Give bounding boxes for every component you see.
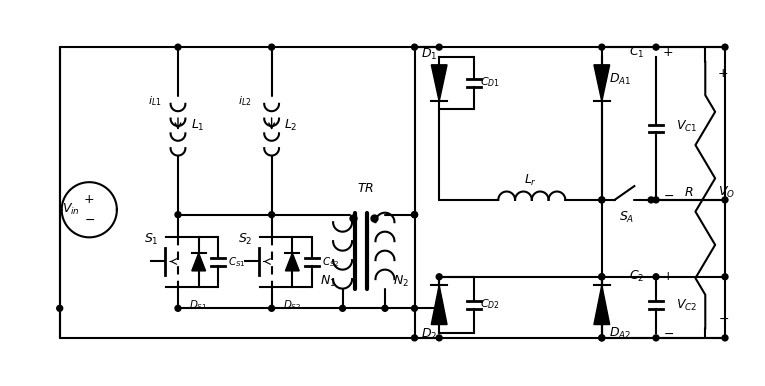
- Circle shape: [599, 197, 605, 203]
- Text: $i_{L1}$: $i_{L1}$: [148, 95, 161, 108]
- Text: $C_1$: $C_1$: [629, 44, 644, 59]
- Text: $-$: $-$: [83, 213, 95, 226]
- Text: $D_{A1}$: $D_{A1}$: [609, 72, 631, 87]
- Circle shape: [722, 197, 728, 203]
- Polygon shape: [285, 253, 299, 271]
- Circle shape: [722, 44, 728, 50]
- Text: $D_2$: $D_2$: [422, 327, 438, 342]
- Text: $V_{C2}$: $V_{C2}$: [675, 298, 697, 313]
- Circle shape: [436, 44, 442, 50]
- Text: $V_{in}$: $V_{in}$: [62, 202, 80, 217]
- Circle shape: [722, 335, 728, 341]
- Circle shape: [412, 212, 418, 218]
- Circle shape: [599, 197, 605, 203]
- Text: $S_A$: $S_A$: [619, 210, 634, 225]
- Text: $TR$: $TR$: [356, 181, 374, 195]
- Circle shape: [412, 44, 418, 50]
- Text: +: +: [663, 270, 673, 283]
- Circle shape: [648, 197, 654, 203]
- Circle shape: [599, 335, 605, 341]
- Text: +: +: [84, 193, 95, 207]
- Circle shape: [340, 305, 346, 311]
- Text: +: +: [718, 67, 729, 80]
- Polygon shape: [594, 285, 610, 325]
- Text: $V_O$: $V_O$: [718, 185, 735, 200]
- Polygon shape: [431, 285, 447, 325]
- Circle shape: [722, 274, 728, 280]
- Text: $L_1$: $L_1$: [190, 117, 204, 132]
- Text: $L_2$: $L_2$: [285, 117, 298, 132]
- Circle shape: [269, 212, 275, 218]
- Circle shape: [653, 274, 659, 280]
- Text: $D_{A2}$: $D_{A2}$: [609, 325, 631, 340]
- Circle shape: [175, 212, 181, 218]
- Circle shape: [653, 197, 659, 203]
- Circle shape: [599, 335, 605, 341]
- Circle shape: [653, 335, 659, 341]
- Circle shape: [175, 44, 181, 50]
- Circle shape: [599, 274, 605, 280]
- Text: $C_{D2}$: $C_{D2}$: [480, 298, 500, 311]
- Text: $N_1$: $N_1$: [320, 274, 336, 289]
- Polygon shape: [192, 253, 206, 271]
- Text: $-$: $-$: [718, 312, 729, 325]
- Text: $C_2$: $C_2$: [629, 269, 644, 284]
- Text: $C_{S1}$: $C_{S1}$: [228, 255, 246, 269]
- Circle shape: [599, 274, 605, 280]
- Polygon shape: [431, 65, 447, 102]
- Circle shape: [436, 274, 442, 280]
- Polygon shape: [594, 65, 610, 102]
- Text: $C_{S2}$: $C_{S2}$: [322, 255, 340, 269]
- Text: $S_1$: $S_1$: [144, 232, 158, 247]
- Text: $C_{D1}$: $C_{D1}$: [480, 75, 500, 88]
- Circle shape: [382, 305, 388, 311]
- Text: $R$: $R$: [684, 186, 693, 198]
- Circle shape: [269, 305, 275, 311]
- Circle shape: [175, 305, 181, 311]
- Circle shape: [269, 44, 275, 50]
- Circle shape: [436, 335, 442, 341]
- Circle shape: [412, 335, 418, 341]
- Circle shape: [412, 212, 418, 218]
- Text: $N_2$: $N_2$: [392, 274, 409, 289]
- Text: $i_{L2}$: $i_{L2}$: [239, 95, 252, 108]
- Text: $-$: $-$: [663, 188, 674, 201]
- Text: +: +: [663, 46, 673, 59]
- Circle shape: [412, 305, 418, 311]
- Circle shape: [653, 44, 659, 50]
- Circle shape: [599, 44, 605, 50]
- Circle shape: [57, 305, 63, 311]
- Text: $V_{C1}$: $V_{C1}$: [675, 119, 697, 134]
- Text: $D_1$: $D_1$: [422, 46, 438, 62]
- Text: $S_2$: $S_2$: [238, 232, 252, 247]
- Text: $L_r$: $L_r$: [524, 173, 537, 188]
- Text: $-$: $-$: [663, 327, 674, 339]
- Text: $D_{S1}$: $D_{S1}$: [190, 298, 208, 312]
- Text: $D_{S2}$: $D_{S2}$: [283, 298, 301, 312]
